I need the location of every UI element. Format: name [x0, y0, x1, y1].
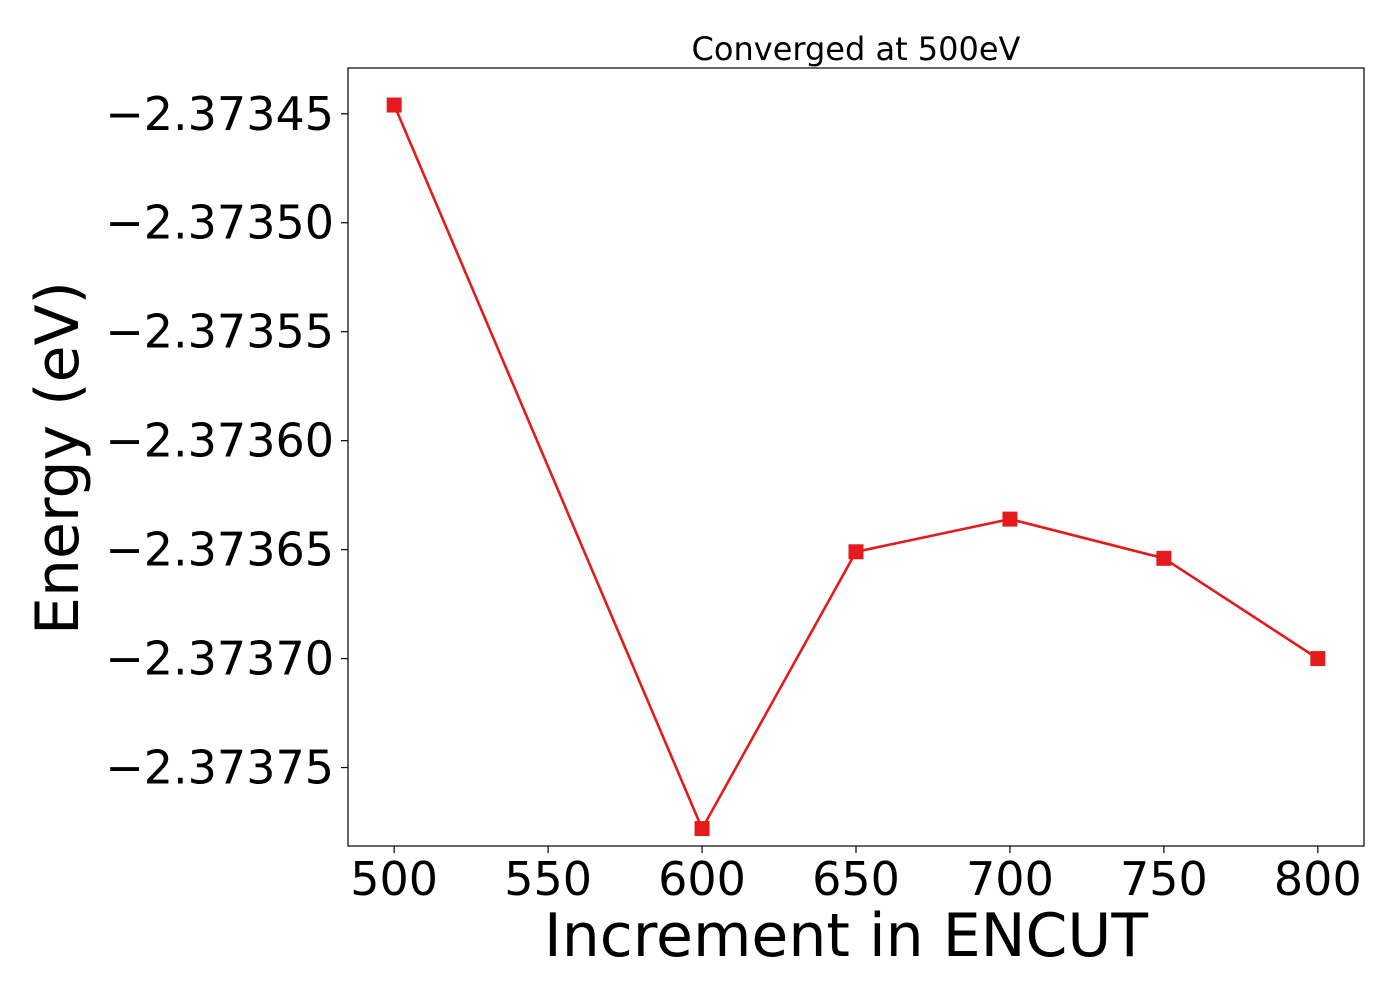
series-layer: [386, 97, 1326, 837]
x-tick-label: 550: [504, 852, 592, 906]
y-tick-label: −2.37350: [105, 196, 334, 250]
x-tick-label: 650: [812, 852, 900, 906]
chart-title: Converged at 500eV: [692, 30, 1021, 68]
y-tick-label: −2.37375: [105, 741, 334, 795]
y-tick-label: −2.37365: [105, 523, 334, 577]
x-tick-label: 500: [350, 852, 438, 906]
data-point-marker: [386, 97, 402, 113]
x-axis-label: Increment in ENCUT: [544, 901, 1148, 971]
x-tick-label: 600: [658, 852, 746, 906]
x-tick-label: 750: [1120, 852, 1208, 906]
y-tick-label: −2.37355: [105, 305, 334, 359]
data-point-marker: [848, 544, 864, 560]
x-tick-label: 800: [1274, 852, 1362, 906]
plot-area: [347, 67, 1365, 847]
x-tick-label: 700: [966, 852, 1054, 906]
x-axis: 500 550 600 650 700 750 800: [350, 846, 1362, 906]
y-tick-label: −2.37370: [105, 632, 334, 686]
data-point-marker: [694, 821, 710, 837]
data-point-marker: [1310, 651, 1326, 667]
series-line: [393, 104, 1319, 830]
data-point-marker: [1156, 550, 1172, 566]
y-axis-label: Energy (eV): [23, 281, 93, 635]
y-axis: −2.37345 −2.37350 −2.37355 −2.37360 −2.37365…: [105, 87, 348, 795]
y-tick-label: −2.37345: [105, 87, 334, 141]
y-tick-label: −2.37360: [105, 414, 334, 468]
data-point-marker: [1002, 511, 1018, 527]
